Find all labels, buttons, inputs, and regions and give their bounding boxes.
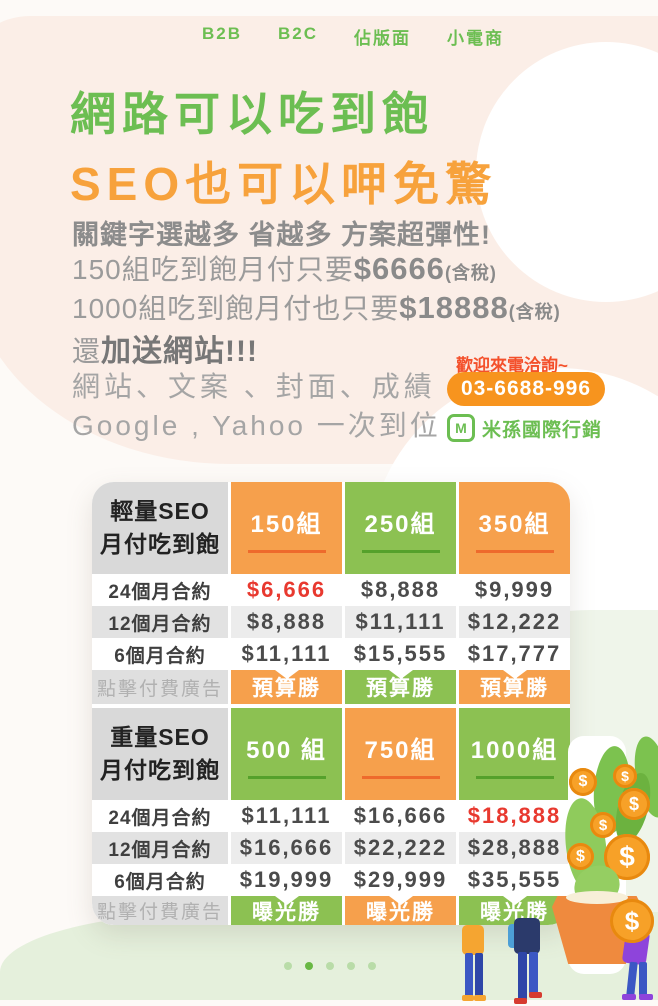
win-badge: 預算勝 <box>345 670 456 704</box>
offer-line-150: 150組吃到飽月付只要$6666(含稅) <box>72 248 497 288</box>
price-cell: $18,888 <box>459 800 570 832</box>
brand-name: 米孫國際行銷 <box>482 419 603 441</box>
row-label: 12個月合約 <box>92 606 228 638</box>
price-cell: $8,888 <box>345 574 456 606</box>
hero-title-line2: SEO也可以呷免驚 <box>70 158 498 210</box>
offer-line-1000: 1000組吃到飽月付也只要$18888(含稅) <box>72 287 561 327</box>
header-underline <box>247 549 326 553</box>
win-badge: 預算勝 <box>459 670 570 704</box>
win-badge: 預算勝 <box>231 670 342 704</box>
row-label: 6個月合約 <box>92 864 228 896</box>
top-navigation: B2B B2C 佔版面 小電商 <box>202 24 504 49</box>
carousel-pagination <box>284 962 376 970</box>
win-badge: 曝光勝 <box>345 896 456 925</box>
price-cell: $35,555 <box>459 864 570 896</box>
table-title-heavy: 重量SEO 月付吃到飽 <box>92 708 228 800</box>
plan-header-750: 750組 <box>345 708 456 800</box>
price-cell: $11,111 <box>231 638 342 670</box>
includes-line: 網站、文案 、封面、成績 <box>72 371 436 402</box>
offer-price: $18888 <box>399 290 509 325</box>
offer-price: $6666 <box>353 251 445 286</box>
header-underline <box>475 549 554 553</box>
header-underline <box>247 775 326 779</box>
row-label: 24個月合約 <box>92 574 228 606</box>
nav-item-ecommerce[interactable]: 小電商 <box>447 29 505 48</box>
price-cell: $16,666 <box>345 800 456 832</box>
dollar-coin-icon: $ <box>610 899 654 943</box>
plan-header-350: 350組 <box>459 482 570 574</box>
plan-header-500: 500 組 <box>231 708 342 800</box>
brand-row: M 米孫國際行銷 <box>447 414 602 442</box>
offer-tax-note: (含稅) <box>444 263 497 283</box>
dollar-coin-icon: $ <box>618 788 650 820</box>
pagination-dot[interactable] <box>347 962 355 970</box>
offer-text: 1000組吃到飽月付也只要 <box>72 293 400 324</box>
price-cell: $9,999 <box>459 574 570 606</box>
pagination-dot[interactable] <box>284 962 292 970</box>
brand-logo-icon: M <box>447 414 475 442</box>
table-title-light: 輕量SEO 月付吃到飽 <box>92 482 228 574</box>
table-title-line2: 月付吃到飽 <box>100 757 220 783</box>
dollar-coin-icon: $ <box>567 843 594 870</box>
nav-item-b2b[interactable]: B2B <box>202 24 243 43</box>
price-cell: $16,666 <box>231 832 342 864</box>
dollar-coin-icon: $ <box>613 764 637 788</box>
bonus-prefix: 還 <box>72 336 102 367</box>
header-underline <box>475 775 554 779</box>
row-label: 6個月合約 <box>92 638 228 670</box>
row-label: 24個月合約 <box>92 800 228 832</box>
price-cell: $8,888 <box>231 606 342 638</box>
pricing-card: 輕量SEO 月付吃到飽 150組 250組 350組 24個月合約 $6,666… <box>92 482 570 925</box>
pricing-table-heavy: 重量SEO 月付吃到飽 500 組 750組 1000組 24個月合約 $11,… <box>92 708 570 925</box>
price-cell: $28,888 <box>459 832 570 864</box>
price-cell: $29,999 <box>345 864 456 896</box>
pagination-dot[interactable] <box>326 962 334 970</box>
price-cell: $11,111 <box>345 606 456 638</box>
hero-title-line1: 網路可以吃到飽 <box>70 88 434 140</box>
pagination-dot[interactable] <box>368 962 376 970</box>
bonus-bold-text: 加送網站!!! <box>101 335 258 368</box>
header-underline <box>361 549 440 553</box>
phone-button[interactable]: 03-6688-996 <box>447 372 605 406</box>
bonus-line: 還加送網站!!! <box>72 326 258 370</box>
plan-header-1000: 1000組 <box>459 708 570 800</box>
header-underline <box>361 775 440 779</box>
price-cell: $12,222 <box>459 606 570 638</box>
footer-label: 點擊付費廣告 <box>92 670 228 704</box>
price-cell: $6,666 <box>231 574 342 606</box>
dollar-coin-icon: $ <box>590 812 616 838</box>
price-cell: $22,222 <box>345 832 456 864</box>
row-label: 12個月合約 <box>92 832 228 864</box>
person-illustration <box>462 925 486 1003</box>
hero-subtitle: 關鍵字選越多 省越多 方案超彈性! <box>72 220 491 250</box>
price-cell: $17,777 <box>459 638 570 670</box>
engines-line: Google , Yahoo 一次到位 <box>72 410 441 441</box>
table-title-line1: 重量SEO <box>110 723 210 750</box>
plan-header-150: 150組 <box>231 482 342 574</box>
plant-pot-rim <box>566 891 628 904</box>
price-cell: $11,111 <box>231 800 342 832</box>
price-cell: $19,999 <box>231 864 342 896</box>
price-cell: $15,555 <box>345 638 456 670</box>
win-badge: 曝光勝 <box>459 896 570 925</box>
offer-text: 150組吃到飽月付只要 <box>72 254 354 285</box>
pagination-dot-active[interactable] <box>305 962 313 970</box>
call-cta-text: 歡迎來電洽詢~ <box>456 356 568 375</box>
nav-item-b2c[interactable]: B2C <box>278 24 319 43</box>
nav-item-layout[interactable]: 佔版面 <box>354 29 412 48</box>
pricing-table-light: 輕量SEO 月付吃到飽 150組 250組 350組 24個月合約 $6,666… <box>92 482 570 704</box>
table-title-line2: 月付吃到飽 <box>100 531 220 557</box>
footer-label: 點擊付費廣告 <box>92 896 228 925</box>
dollar-coin-icon: $ <box>569 768 597 796</box>
table-title-line1: 輕量SEO <box>110 497 210 524</box>
green-bottom-band <box>0 912 658 1000</box>
win-badge: 曝光勝 <box>231 896 342 925</box>
person-illustration <box>508 918 542 1006</box>
offer-tax-note: (含稅) <box>508 302 561 322</box>
plan-header-250: 250組 <box>345 482 456 574</box>
